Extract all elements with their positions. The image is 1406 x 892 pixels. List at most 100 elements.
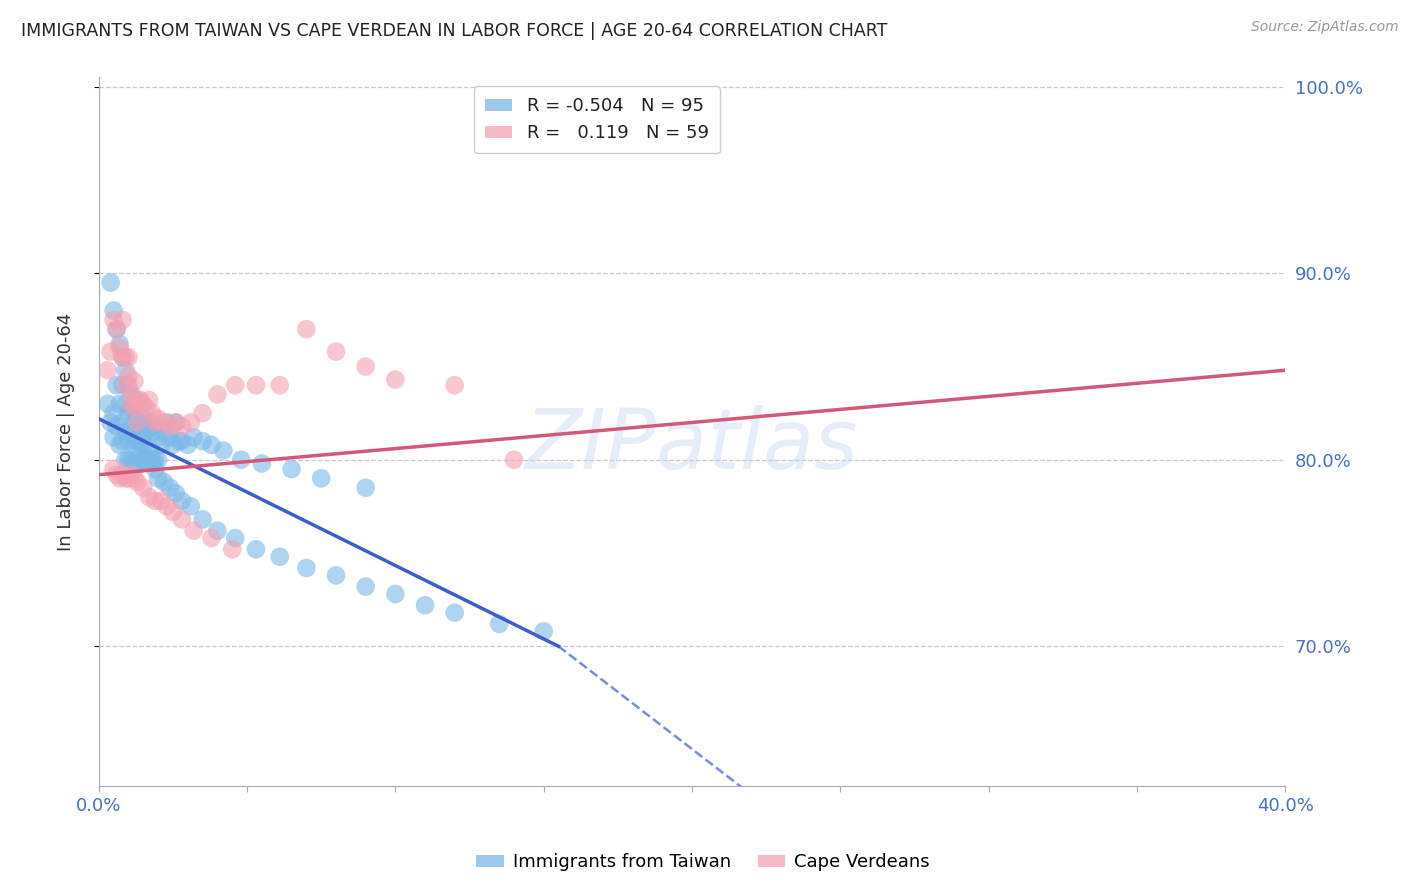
Point <box>325 568 347 582</box>
Point <box>183 430 205 444</box>
Point <box>100 344 122 359</box>
Point <box>170 493 193 508</box>
Point <box>224 531 246 545</box>
Point <box>135 452 157 467</box>
Point <box>114 350 136 364</box>
Point <box>443 606 465 620</box>
Point <box>200 438 222 452</box>
Point <box>111 313 134 327</box>
Point <box>146 452 169 467</box>
Point <box>105 419 128 434</box>
Point <box>124 457 146 471</box>
Point <box>170 419 193 434</box>
Point <box>146 471 169 485</box>
Point <box>129 393 152 408</box>
Point <box>127 457 149 471</box>
Legend: Immigrants from Taiwan, Cape Verdeans: Immigrants from Taiwan, Cape Verdeans <box>470 847 936 879</box>
Point <box>141 452 163 467</box>
Point <box>384 587 406 601</box>
Point <box>153 425 176 439</box>
Point <box>533 624 555 639</box>
Point <box>117 452 139 467</box>
Point <box>200 531 222 545</box>
Point <box>170 512 193 526</box>
Point <box>103 430 125 444</box>
Point <box>114 471 136 485</box>
Point <box>120 425 142 439</box>
Point <box>141 406 163 420</box>
Point <box>309 471 332 485</box>
Point <box>111 467 134 482</box>
Point <box>503 452 526 467</box>
Point <box>111 416 134 430</box>
Point <box>269 378 291 392</box>
Point <box>143 493 166 508</box>
Point <box>108 337 131 351</box>
Point <box>413 599 436 613</box>
Y-axis label: In Labor Force | Age 20-64: In Labor Force | Age 20-64 <box>58 313 75 551</box>
Point <box>156 416 179 430</box>
Point <box>245 542 267 557</box>
Point <box>384 373 406 387</box>
Point <box>124 375 146 389</box>
Point <box>120 387 142 401</box>
Point <box>117 434 139 449</box>
Point <box>443 378 465 392</box>
Point <box>97 363 120 377</box>
Point <box>280 462 302 476</box>
Point <box>103 406 125 420</box>
Point <box>111 378 134 392</box>
Point <box>117 350 139 364</box>
Point <box>132 397 155 411</box>
Point <box>183 524 205 538</box>
Point <box>177 438 200 452</box>
Point <box>117 406 139 420</box>
Point <box>114 363 136 377</box>
Point <box>162 505 184 519</box>
Point <box>138 393 160 408</box>
Point <box>150 438 173 452</box>
Point <box>231 452 253 467</box>
Point <box>143 462 166 476</box>
Point <box>117 368 139 383</box>
Text: ZIPatlas: ZIPatlas <box>526 406 859 486</box>
Point <box>295 561 318 575</box>
Point <box>221 542 243 557</box>
Point <box>159 481 181 495</box>
Text: IMMIGRANTS FROM TAIWAN VS CAPE VERDEAN IN LABOR FORCE | AGE 20-64 CORRELATION CH: IMMIGRANTS FROM TAIWAN VS CAPE VERDEAN I… <box>21 22 887 40</box>
Point <box>124 471 146 485</box>
Point <box>105 467 128 482</box>
Point <box>138 416 160 430</box>
Point <box>100 416 122 430</box>
Point <box>105 322 128 336</box>
Point <box>124 416 146 430</box>
Point <box>127 416 149 430</box>
Point <box>129 438 152 452</box>
Point <box>114 378 136 392</box>
Point <box>170 434 193 449</box>
Point <box>159 430 181 444</box>
Point <box>129 419 152 434</box>
Point <box>488 616 510 631</box>
Point <box>120 397 142 411</box>
Point <box>135 449 157 463</box>
Point <box>127 393 149 408</box>
Point <box>250 457 273 471</box>
Point <box>354 481 377 495</box>
Point <box>127 475 149 490</box>
Point <box>165 416 187 430</box>
Point <box>325 344 347 359</box>
Point <box>212 443 235 458</box>
Point <box>143 452 166 467</box>
Point <box>143 419 166 434</box>
Point <box>124 438 146 452</box>
Legend: R = -0.504   N = 95, R =   0.119   N = 59: R = -0.504 N = 95, R = 0.119 N = 59 <box>474 87 720 153</box>
Point <box>129 425 152 439</box>
Point <box>114 425 136 439</box>
Point <box>153 475 176 490</box>
Point <box>117 378 139 392</box>
Point <box>138 443 160 458</box>
Point <box>180 500 202 514</box>
Point <box>120 467 142 482</box>
Point <box>124 401 146 415</box>
